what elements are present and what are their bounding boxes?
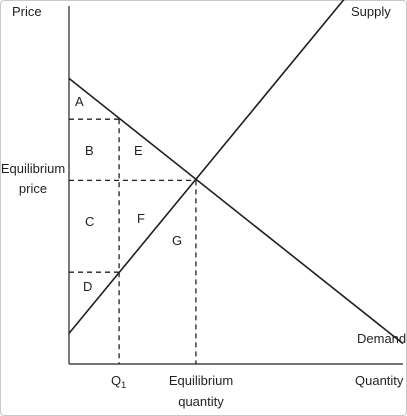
x-axis-label: Quantity xyxy=(355,373,404,388)
region-b: B xyxy=(85,143,94,158)
supply-label: Supply xyxy=(351,4,391,19)
equilibrium-price-label-line2: price xyxy=(19,181,47,196)
supply-curve xyxy=(68,0,345,334)
region-f: F xyxy=(137,211,145,226)
region-e: E xyxy=(134,143,143,158)
q1-label-main: Q xyxy=(111,373,121,388)
equilibrium-quantity-label-line2: quantity xyxy=(178,394,224,409)
q1-label: Q1 xyxy=(111,373,126,390)
y-axis-label: Price xyxy=(12,4,42,19)
equilibrium-quantity-label-line1: Equilibrium xyxy=(169,373,233,388)
region-a: A xyxy=(75,94,84,109)
demand-label: Demand xyxy=(357,331,406,346)
equilibrium-price-label-line1: Equilibrium xyxy=(1,161,65,176)
region-d: D xyxy=(83,279,92,294)
q1-label-subscript: 1 xyxy=(121,380,126,390)
region-g: G xyxy=(172,233,182,248)
demand-curve xyxy=(68,77,404,345)
region-c: C xyxy=(85,214,94,229)
